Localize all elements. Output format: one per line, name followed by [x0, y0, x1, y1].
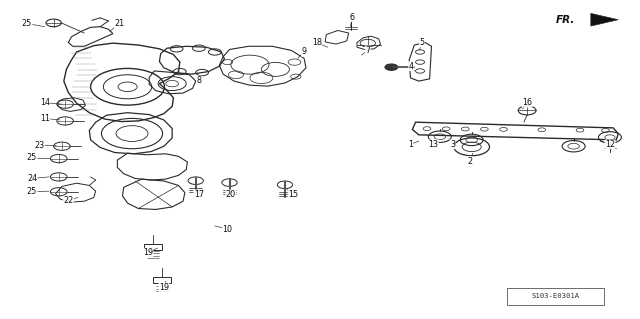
- Text: 19: 19: [143, 248, 153, 257]
- Text: 16: 16: [522, 98, 532, 107]
- Text: 17: 17: [194, 190, 204, 199]
- Text: 15: 15: [288, 190, 298, 199]
- Text: 19: 19: [159, 283, 169, 292]
- Text: 9: 9: [301, 48, 307, 56]
- Text: 13: 13: [428, 140, 438, 149]
- Text: 24: 24: [27, 174, 37, 183]
- Text: 3: 3: [450, 140, 455, 149]
- Text: 2: 2: [467, 157, 472, 166]
- Text: 12: 12: [605, 140, 615, 149]
- Text: 1: 1: [408, 140, 413, 149]
- Text: FR.: FR.: [556, 15, 575, 25]
- Text: 14: 14: [40, 98, 50, 107]
- Text: 5: 5: [419, 38, 424, 47]
- Text: 22: 22: [63, 196, 74, 205]
- Text: 6: 6: [349, 13, 355, 22]
- Text: 11: 11: [40, 114, 50, 123]
- Text: 25: 25: [27, 187, 37, 196]
- Text: 10: 10: [223, 225, 232, 234]
- Text: 23: 23: [35, 141, 45, 150]
- Polygon shape: [591, 13, 618, 26]
- Text: 25: 25: [27, 153, 37, 162]
- Text: 18: 18: [312, 38, 322, 47]
- Text: 21: 21: [114, 19, 124, 28]
- Circle shape: [385, 64, 397, 70]
- Text: S103-E0301A: S103-E0301A: [532, 293, 580, 299]
- Text: 7: 7: [365, 46, 371, 55]
- Text: 25: 25: [22, 19, 32, 28]
- Text: 8: 8: [196, 76, 202, 85]
- Text: 20: 20: [226, 190, 236, 199]
- Text: 4: 4: [408, 62, 413, 71]
